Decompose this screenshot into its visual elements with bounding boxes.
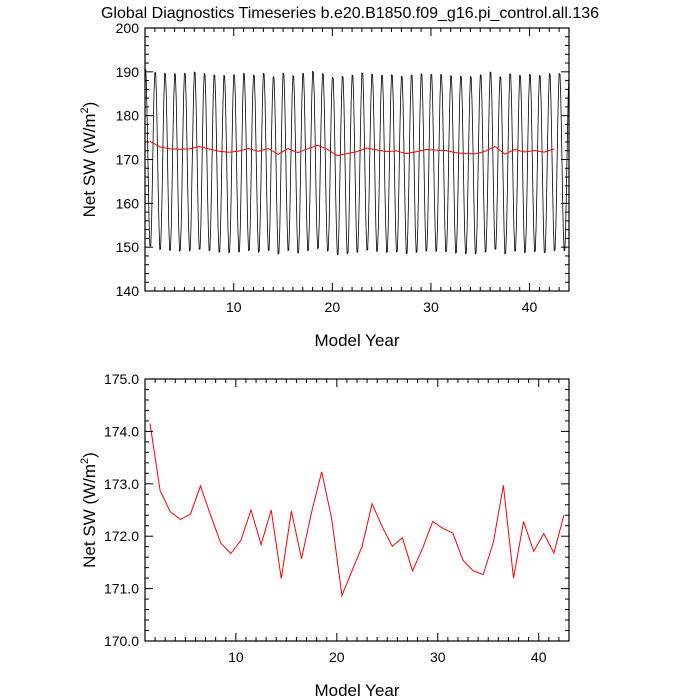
x-tick-label: 40 bbox=[522, 299, 538, 315]
top-panel: 10 20 30 40 140 150 160 170 180 190 200 Model Year N… bbox=[79, 20, 570, 350]
monthly-cycle-line bbox=[144, 68, 570, 256]
y-tick-label: 172.0 bbox=[104, 528, 139, 544]
y-axis-label: Net SW (W/m2) bbox=[79, 452, 99, 568]
y-tick-label: 170.0 bbox=[104, 633, 139, 649]
y-tick-label: 175.0 bbox=[104, 371, 139, 387]
figure-title: Global Diagnostics Timeseries b.e20.B185… bbox=[101, 5, 599, 22]
y-tick-label: 190 bbox=[116, 64, 140, 80]
bottom-panel: 10 20 30 40 170.0 171.0 172.0 173.0 174.0 175.0 Mo… bbox=[79, 371, 570, 700]
y-tick-label: 173.0 bbox=[104, 476, 139, 492]
y-tick-label: 174.0 bbox=[104, 423, 139, 439]
x-axis-label: Model Year bbox=[314, 681, 399, 700]
x-tick-label: 40 bbox=[531, 649, 547, 665]
y-tick-label: 180 bbox=[116, 108, 140, 124]
x-tick-label: 10 bbox=[226, 299, 242, 315]
y-tick-label: 150 bbox=[116, 239, 140, 255]
x-tick-label: 10 bbox=[228, 649, 244, 665]
x-tick-label: 20 bbox=[329, 649, 345, 665]
annual-mean-line bbox=[149, 140, 555, 157]
x-tick-label: 30 bbox=[430, 649, 446, 665]
x-tick-label: 30 bbox=[423, 299, 439, 315]
x-axis-label: Model Year bbox=[314, 331, 399, 350]
annual-mean-line bbox=[149, 423, 565, 598]
y-tick-label: 160 bbox=[116, 195, 140, 211]
y-axis-label: Net SW (W/m2) bbox=[79, 102, 99, 218]
y-tick-label: 140 bbox=[116, 283, 140, 299]
y-tick-label: 171.0 bbox=[104, 581, 139, 597]
y-tick-label: 170 bbox=[116, 152, 140, 168]
x-tick-label: 20 bbox=[325, 299, 341, 315]
y-tick-label: 200 bbox=[116, 20, 140, 36]
